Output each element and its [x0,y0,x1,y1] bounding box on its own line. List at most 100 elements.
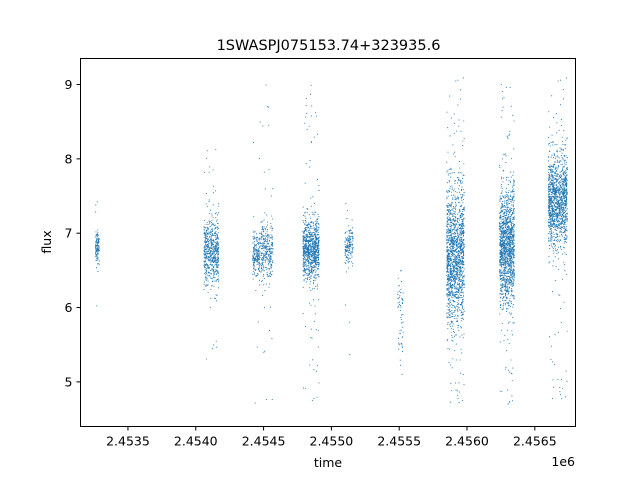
data-point [213,280,215,282]
data-point [255,290,257,292]
data-point [508,180,510,182]
data-point [461,305,463,307]
data-point [506,192,508,194]
data-point [454,314,457,316]
data-point [206,229,208,231]
data-point [457,79,459,81]
data-point [211,264,214,266]
data-point [310,141,312,143]
data-point [502,242,505,244]
data-point [501,271,503,273]
data-point [462,373,464,376]
data-point [502,106,504,108]
data-point [454,208,456,210]
data-point [500,306,502,309]
data-point [318,224,320,226]
data-point [209,225,211,227]
data-point [454,254,456,257]
data-point [205,231,207,233]
data-point [511,275,514,277]
data-point [317,229,319,231]
data-point [266,398,268,401]
data-point [95,248,97,250]
data-point [216,251,218,253]
data-point [462,202,464,204]
data-point [458,239,460,241]
data-point [400,364,402,366]
data-point [261,225,263,227]
data-point [453,305,455,307]
data-point [456,229,458,231]
data-point [456,319,458,321]
data-point [508,268,510,270]
data-point [97,237,99,239]
data-point [460,238,462,240]
data-point [309,278,311,280]
data-point [314,255,317,258]
data-point [315,211,317,213]
data-point [304,219,306,222]
data-point [214,257,216,259]
data-point [270,250,272,253]
data-point [206,240,208,242]
data-point [317,242,319,244]
data-point [508,312,510,314]
data-point [500,234,503,236]
data-point [269,273,271,275]
data-point [503,256,506,258]
data-point [304,387,307,389]
data-point [217,271,219,273]
data-point [452,292,454,294]
data-point [456,283,459,285]
data-point [504,213,506,215]
data-point [453,206,455,208]
data-point [312,243,314,245]
data-point [447,282,449,284]
data-point [455,334,457,336]
data-point [510,213,512,215]
data-point [314,240,316,242]
data-point [448,256,450,258]
data-point [506,230,508,232]
data-point [509,270,511,273]
data-point [459,201,461,203]
data-point [311,226,313,228]
data-point [306,244,308,246]
data-point [448,297,450,299]
data-point [509,371,511,373]
data-point [316,263,318,266]
data-point [313,203,316,205]
data-point [459,223,461,225]
data-point [510,191,512,193]
data-point [509,250,511,252]
data-point [453,224,456,226]
data-point [317,267,320,270]
data-point [306,128,308,130]
data-point [256,261,258,263]
data-point [313,211,315,213]
data-point [314,274,316,276]
data-point [510,284,512,286]
data-point [349,258,351,260]
data-point [500,274,502,276]
data-point [267,249,269,251]
data-point [203,226,205,228]
data-point [453,190,455,192]
data-point [314,232,316,234]
data-point [456,237,458,239]
data-point [308,265,310,267]
data-point [261,227,264,229]
data-point [310,265,313,267]
data-point [315,219,317,221]
data-point [452,251,454,253]
data-point [462,318,465,320]
data-point [309,254,312,256]
data-point [351,248,353,250]
data-point [312,288,314,290]
data-point [209,306,211,308]
data-point [315,270,317,272]
data-point [459,205,461,207]
data-point [455,257,457,259]
data-point [310,205,313,207]
data-point [216,245,218,247]
